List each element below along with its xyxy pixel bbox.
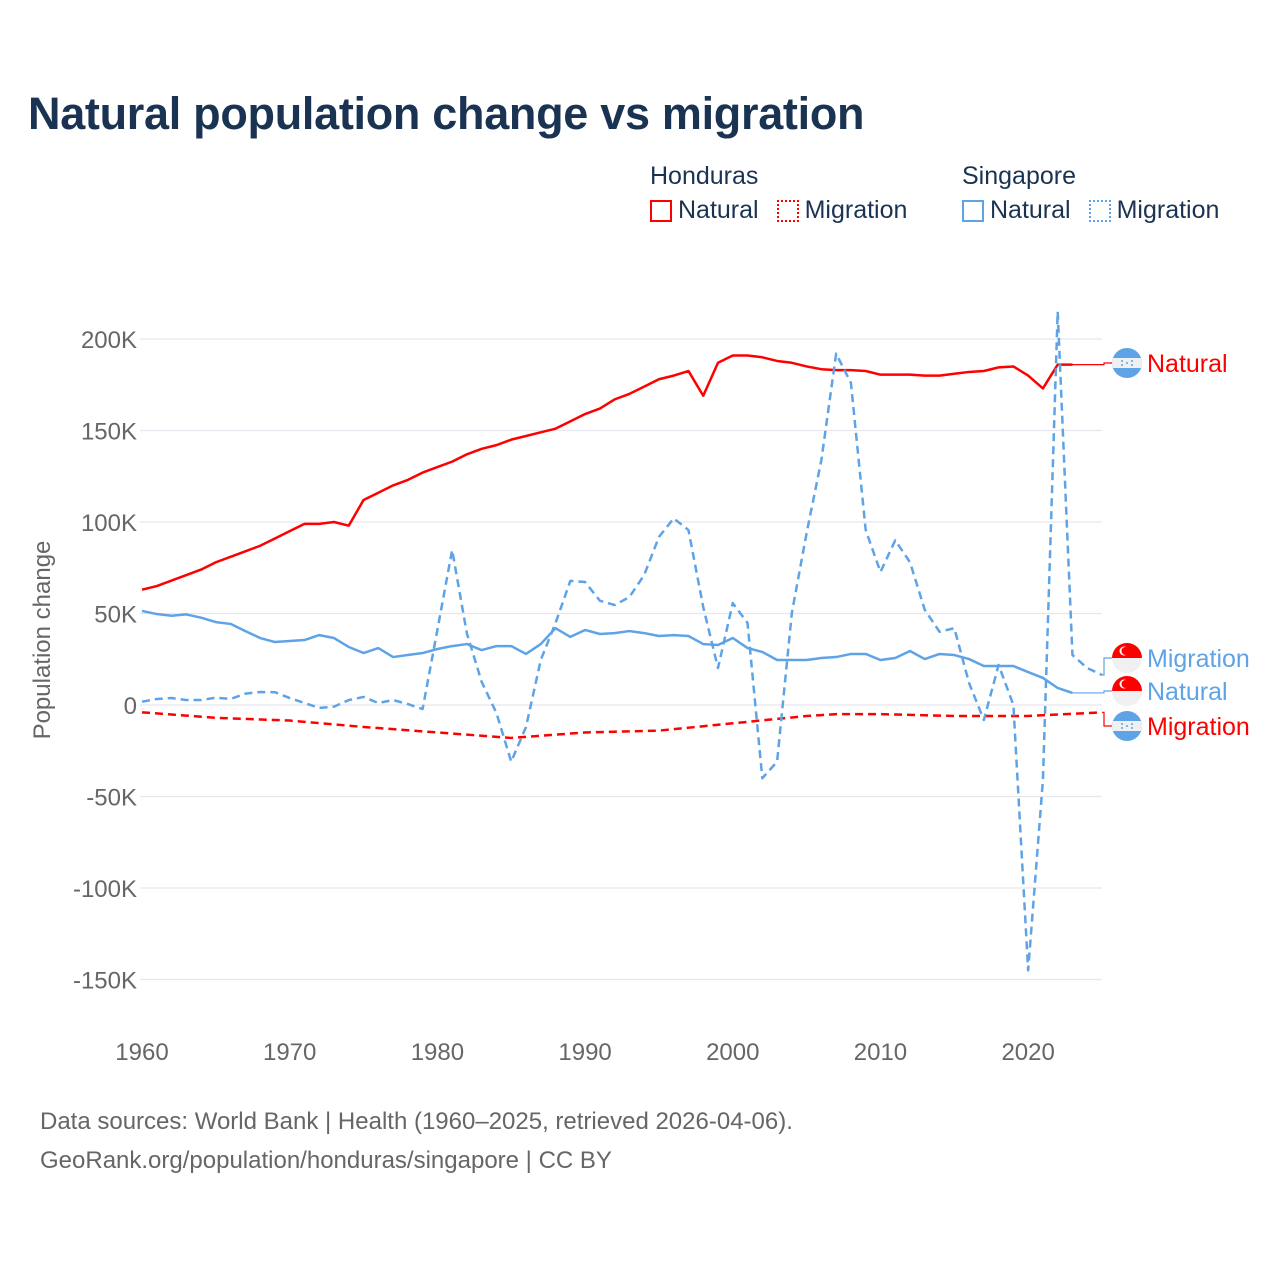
- y-tick-label: 200K: [81, 327, 137, 354]
- series-line: [141, 609, 1073, 695]
- legend-group-honduras: Honduras Natural Migration: [650, 162, 925, 229]
- x-tick-label: 1990: [558, 1039, 611, 1066]
- series-line: [141, 711, 1103, 740]
- footer-attribution[interactable]: GeoRank.org/population/honduras/singapor…: [40, 1147, 612, 1174]
- footer-sources: Data sources: World Bank | Health (1960–…: [40, 1108, 793, 1135]
- end-label-text: Natural: [1147, 678, 1228, 706]
- legend-group-title: Singapore: [962, 162, 1076, 190]
- legend-group-singapore: Singapore Natural Migration: [962, 162, 1219, 229]
- legend-item-honduras-natural[interactable]: Natural: [650, 196, 759, 225]
- flag-star: [1131, 360, 1133, 362]
- y-tick-label: -100K: [73, 876, 137, 903]
- flag-star: [1131, 727, 1133, 729]
- x-tick-label: 1970: [263, 1039, 316, 1066]
- flag-band: [1112, 691, 1142, 706]
- series-singapore-migration: [141, 310, 1103, 972]
- end-label-singapore-migration: Migration: [1102, 643, 1250, 676]
- legend-item-singapore-migration[interactable]: Migration: [1088, 196, 1220, 225]
- legend-label: Natural: [990, 196, 1071, 224]
- flag-star: [1131, 364, 1133, 366]
- flag-star: [1126, 725, 1128, 727]
- flag-band: [1112, 658, 1142, 673]
- y-tick-label: 50K: [94, 602, 137, 629]
- legend-group-title: Honduras: [650, 162, 759, 190]
- legend-label: Natural: [678, 196, 759, 224]
- series-line: [141, 310, 1103, 972]
- end-label-honduras-natural: Natural: [1072, 348, 1228, 378]
- y-tick-label: 100K: [81, 510, 137, 537]
- honduras-flag-icon: [1112, 711, 1142, 741]
- x-tick-label: 1980: [411, 1039, 464, 1066]
- y-tick-label: -150K: [73, 968, 137, 995]
- singapore-flag-icon: [1112, 643, 1142, 673]
- legend-swatch-dotted: [776, 199, 799, 222]
- legend-label: Migration: [804, 196, 908, 224]
- singapore-flag-icon: [1112, 676, 1142, 706]
- end-label-text: Natural: [1147, 350, 1228, 378]
- flag-moon-cut: [1121, 680, 1130, 688]
- legend-swatch-solid: [962, 199, 984, 222]
- label-connector: [1072, 690, 1112, 694]
- legend-swatch-solid: [650, 199, 672, 222]
- y-axis-label: Population change: [29, 541, 56, 740]
- honduras-flag-icon: [1112, 348, 1142, 378]
- flag-star: [1121, 360, 1123, 362]
- x-tick-label: 2010: [854, 1039, 907, 1066]
- legend-label: Migration: [1116, 196, 1220, 224]
- flag-star: [1131, 723, 1133, 725]
- label-connector: [1072, 362, 1112, 366]
- label-connector: [1102, 711, 1112, 727]
- end-label-text: Migration: [1147, 645, 1250, 673]
- series-honduras-migration: [141, 711, 1103, 740]
- legend-item-honduras-migration[interactable]: Migration: [776, 196, 908, 225]
- x-tick-label: 2000: [706, 1039, 759, 1066]
- flag-star: [1121, 723, 1123, 725]
- legend-item-singapore-natural[interactable]: Natural: [962, 196, 1071, 225]
- x-tick-label: 1960: [115, 1039, 168, 1066]
- series-singapore-natural: [141, 609, 1073, 695]
- label-connector: [1102, 657, 1112, 676]
- chart-title: Natural population change vs migration: [28, 88, 865, 139]
- flag-star: [1121, 727, 1123, 729]
- end-label-honduras-migration: Migration: [1102, 711, 1250, 741]
- y-tick-label: 150K: [81, 419, 137, 446]
- end-label-text: Migration: [1147, 713, 1250, 741]
- flag-star: [1121, 364, 1123, 366]
- flag-star: [1126, 362, 1128, 364]
- legend-swatch-dotted: [1088, 199, 1111, 222]
- x-tick-label: 2020: [1001, 1039, 1054, 1066]
- y-tick-label: -50K: [86, 785, 137, 812]
- flag-moon-cut: [1121, 647, 1130, 655]
- end-label-singapore-natural: Natural: [1072, 676, 1228, 706]
- series-honduras-natural: [141, 354, 1073, 591]
- y-tick-label: 0: [124, 693, 137, 720]
- series-line: [141, 354, 1073, 591]
